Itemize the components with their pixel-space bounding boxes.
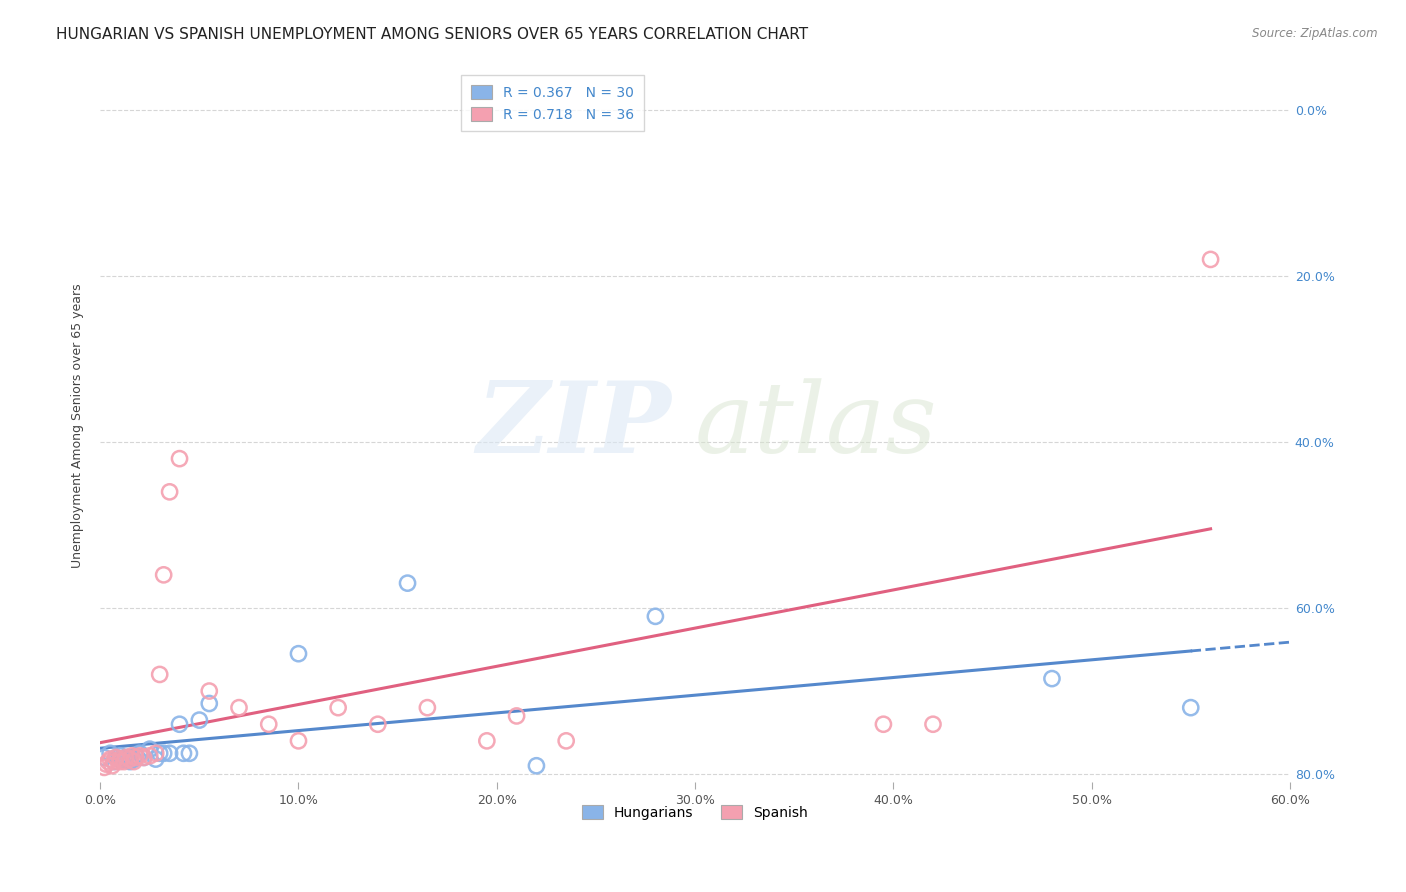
Point — [396, 576, 419, 591]
Legend: Hungarians, Spanish: Hungarians, Spanish — [576, 799, 814, 825]
Point — [367, 717, 389, 731]
Point — [198, 697, 221, 711]
Text: Source: ZipAtlas.com: Source: ZipAtlas.com — [1253, 27, 1378, 40]
Point — [108, 755, 131, 769]
Point — [115, 750, 138, 764]
Point — [475, 734, 498, 748]
Point — [108, 752, 131, 766]
Point — [149, 667, 172, 681]
Point — [118, 755, 141, 769]
Point — [1199, 252, 1222, 267]
Point — [96, 757, 118, 772]
Point — [128, 747, 150, 761]
Point — [128, 748, 150, 763]
Point — [287, 647, 309, 661]
Point — [93, 750, 115, 764]
Point — [872, 717, 894, 731]
Point — [122, 755, 145, 769]
Point — [173, 747, 195, 761]
Point — [922, 717, 945, 731]
Point — [287, 734, 309, 748]
Point — [145, 752, 167, 766]
Point — [169, 451, 191, 466]
Point — [122, 752, 145, 766]
Point — [132, 750, 155, 764]
Point — [328, 700, 350, 714]
Point — [179, 747, 201, 761]
Text: ZIP: ZIP — [477, 377, 671, 474]
Point — [125, 750, 148, 764]
Point — [97, 755, 120, 769]
Point — [139, 748, 162, 763]
Point — [105, 750, 128, 764]
Point — [98, 747, 121, 761]
Text: atlas: atlas — [695, 378, 938, 473]
Point — [526, 758, 548, 772]
Point — [112, 752, 135, 766]
Point — [139, 742, 162, 756]
Point — [152, 567, 174, 582]
Point — [188, 713, 211, 727]
Point — [132, 750, 155, 764]
Point — [169, 717, 191, 731]
Point — [1040, 672, 1063, 686]
Point — [98, 752, 121, 766]
Point — [555, 734, 578, 748]
Point — [159, 747, 181, 761]
Point — [257, 717, 280, 731]
Point — [103, 755, 125, 769]
Point — [416, 700, 439, 714]
Text: HUNGARIAN VS SPANISH UNEMPLOYMENT AMONG SENIORS OVER 65 YEARS CORRELATION CHART: HUNGARIAN VS SPANISH UNEMPLOYMENT AMONG … — [56, 27, 808, 42]
Point — [93, 760, 115, 774]
Point — [103, 755, 125, 769]
Point — [112, 755, 135, 769]
Point — [115, 750, 138, 764]
Y-axis label: Unemployment Among Seniors over 65 years: Unemployment Among Seniors over 65 years — [72, 283, 84, 567]
Point — [105, 750, 128, 764]
Point — [125, 748, 148, 763]
Point — [198, 684, 221, 698]
Point — [228, 700, 250, 714]
Point — [121, 748, 143, 763]
Point — [101, 758, 124, 772]
Point — [505, 709, 527, 723]
Point — [118, 750, 141, 764]
Point — [149, 747, 172, 761]
Point — [108, 752, 131, 766]
Point — [1180, 700, 1202, 714]
Point — [159, 484, 181, 499]
Point — [644, 609, 666, 624]
Point — [152, 747, 174, 761]
Point — [145, 747, 167, 761]
Point — [108, 748, 131, 763]
Point — [118, 752, 141, 766]
